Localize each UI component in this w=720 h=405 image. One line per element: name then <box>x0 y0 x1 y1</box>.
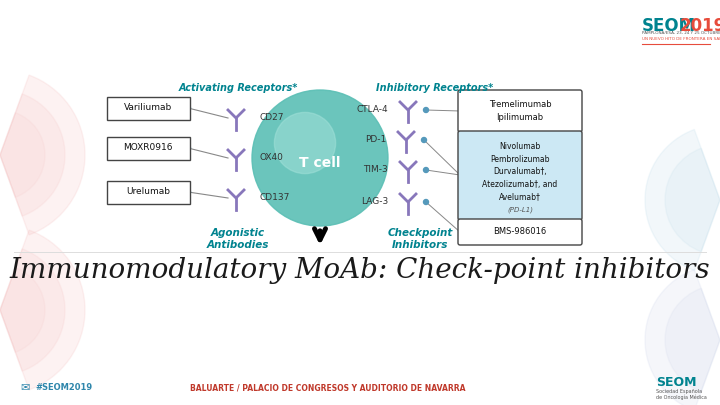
Wedge shape <box>0 113 45 197</box>
Wedge shape <box>0 94 65 216</box>
Wedge shape <box>0 230 85 390</box>
Text: TIM-3: TIM-3 <box>364 166 388 175</box>
Text: LAG-3: LAG-3 <box>361 198 388 207</box>
Text: SEOM: SEOM <box>642 17 696 35</box>
Wedge shape <box>645 130 720 271</box>
Text: BALUARTE / PALACIO DE CONGRESOS Y AUDITORIO DE NAVARRA: BALUARTE / PALACIO DE CONGRESOS Y AUDITO… <box>190 384 466 392</box>
FancyBboxPatch shape <box>107 136 189 160</box>
Text: CD137: CD137 <box>260 194 290 202</box>
Text: Sociedad Española: Sociedad Española <box>656 390 702 394</box>
Circle shape <box>186 105 191 111</box>
Text: Inhibitory Receptors*: Inhibitory Receptors* <box>377 83 494 93</box>
Text: 2019: 2019 <box>680 17 720 35</box>
Wedge shape <box>0 75 85 235</box>
Text: CD27: CD27 <box>260 113 284 122</box>
Text: Activating Receptors*: Activating Receptors* <box>179 83 297 93</box>
Text: Checkpoint
Inhibitors: Checkpoint Inhibitors <box>387 228 453 249</box>
Text: Agonistic
Antibodies: Agonistic Antibodies <box>207 228 269 249</box>
Circle shape <box>186 190 191 194</box>
Circle shape <box>423 107 428 113</box>
Text: Urelumab: Urelumab <box>126 188 170 196</box>
FancyBboxPatch shape <box>458 90 582 132</box>
Text: ✉: ✉ <box>20 383 30 393</box>
Text: Variliumab: Variliumab <box>124 104 172 113</box>
Text: CTLA-4: CTLA-4 <box>356 105 388 115</box>
Wedge shape <box>0 249 65 371</box>
Text: T cell: T cell <box>300 156 341 170</box>
Text: PAMPLONA/ESA, 23, 24 Y 25 OCTUBRE: PAMPLONA/ESA, 23, 24 Y 25 OCTUBRE <box>642 31 720 35</box>
Text: (PD-L1): (PD-L1) <box>507 207 533 213</box>
Circle shape <box>423 168 428 173</box>
Text: BMS-986016: BMS-986016 <box>493 228 546 237</box>
Circle shape <box>421 138 426 143</box>
FancyBboxPatch shape <box>107 96 189 119</box>
Text: #SEOM2019: #SEOM2019 <box>35 384 92 392</box>
Wedge shape <box>665 148 720 252</box>
Circle shape <box>423 200 428 205</box>
Text: Tremelimumab
Ipilimumab: Tremelimumab Ipilimumab <box>489 100 552 122</box>
Text: de Oncología Médica: de Oncología Médica <box>656 394 707 400</box>
Text: PD-1: PD-1 <box>365 136 386 145</box>
FancyBboxPatch shape <box>107 181 189 203</box>
Circle shape <box>274 113 336 174</box>
Circle shape <box>252 90 388 226</box>
Text: Nivolumab
Pembrolizumab
Durvalumab†,
Atezolizumab†, and
Avelumab†: Nivolumab Pembrolizumab Durvalumab†, Ate… <box>482 142 557 201</box>
Text: MOXR0916: MOXR0916 <box>123 143 173 153</box>
FancyBboxPatch shape <box>458 219 582 245</box>
Text: Immunomodulatory MoAb: Check-point inhibitors: Immunomodulatory MoAb: Check-point inhib… <box>9 256 711 284</box>
Wedge shape <box>665 288 720 392</box>
Circle shape <box>186 145 191 151</box>
Text: OX40: OX40 <box>260 153 284 162</box>
FancyBboxPatch shape <box>458 131 582 220</box>
Text: SEOM: SEOM <box>656 375 696 388</box>
Wedge shape <box>0 268 45 352</box>
Text: UN NUEVO HITO DE FRONTERA EN SALUD: UN NUEVO HITO DE FRONTERA EN SALUD <box>642 37 720 41</box>
Wedge shape <box>645 269 720 405</box>
